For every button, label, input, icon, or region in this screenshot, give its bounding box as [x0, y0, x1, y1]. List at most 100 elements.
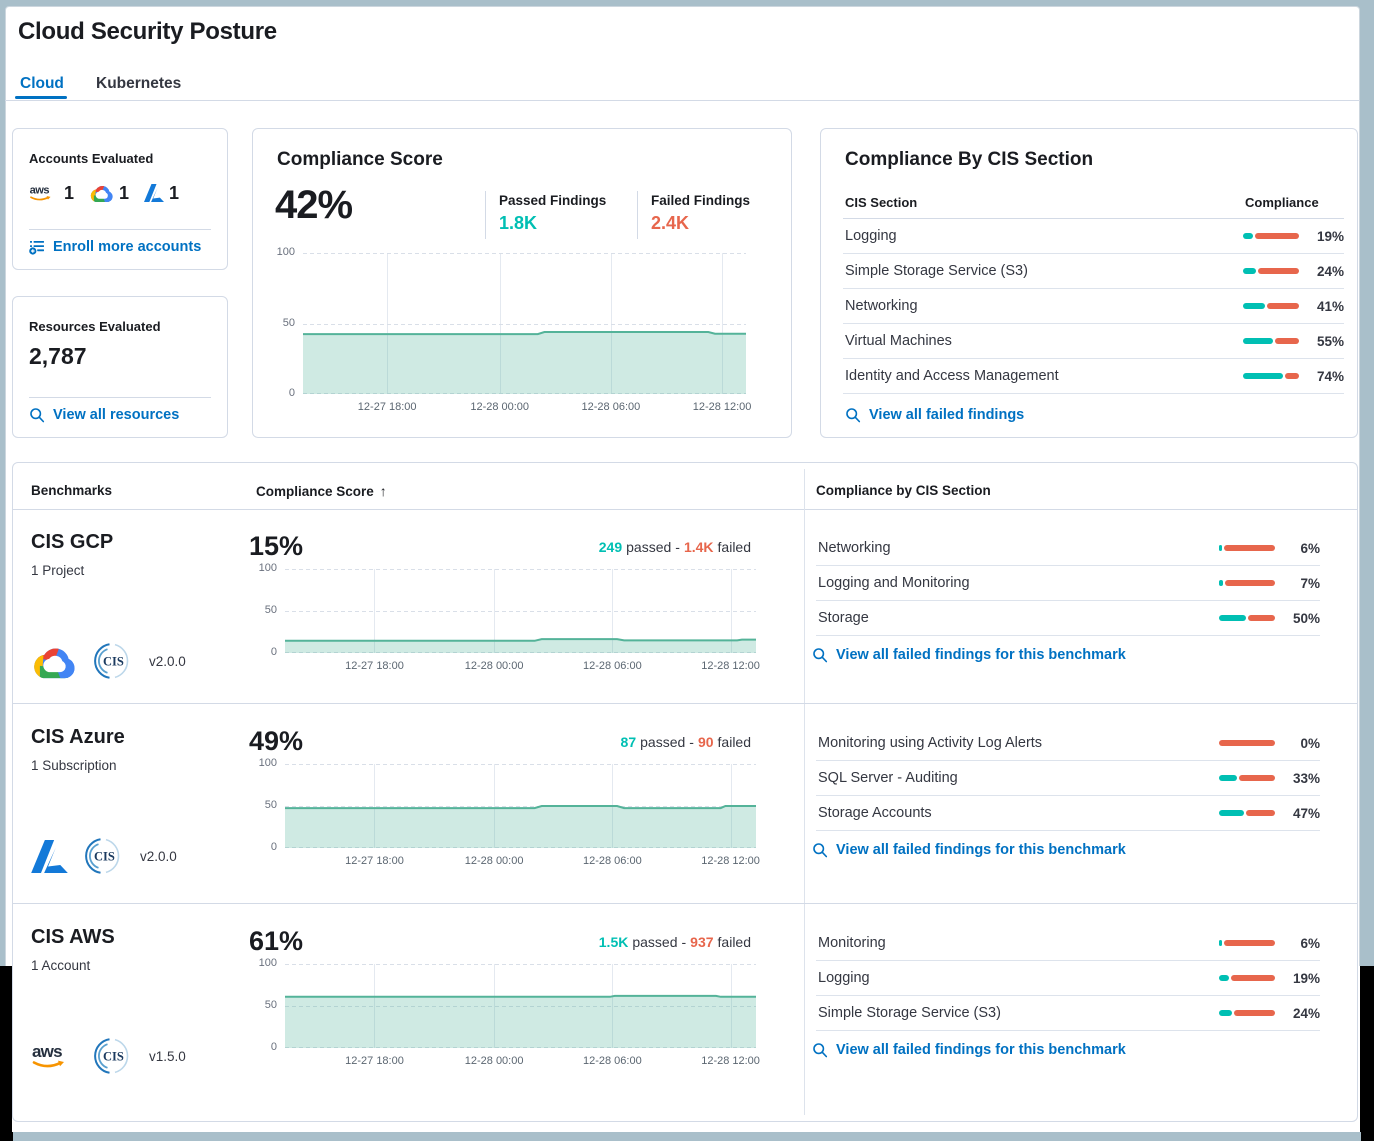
table-row: Monitoring 6% — [816, 926, 1320, 961]
aws-account-count: 1 — [29, 183, 74, 204]
window-frame-bottom — [13, 1132, 1361, 1141]
tab-kubernetes[interactable]: Kubernetes — [96, 75, 182, 92]
failed-findings-value: 2.4K — [651, 213, 690, 233]
compliance-bar — [1219, 545, 1275, 551]
benchmark-subtitle: 1 Subscription — [31, 758, 117, 773]
benchmark-version: v2.0.0 — [149, 653, 186, 669]
list-add-icon — [29, 239, 45, 255]
view-all-failed-findings-link[interactable]: View all failed findings — [845, 407, 1024, 423]
compliance-bar — [1219, 615, 1275, 621]
compliance-score-column-header[interactable]: Compliance Score ↑ — [256, 483, 387, 499]
benchmark-cis-sections: Networking 6% Logging and Monitoring 7% … — [816, 531, 1320, 636]
table-row: Networking 6% — [816, 531, 1320, 566]
compliance-bar — [1243, 303, 1299, 309]
compliance-score-value: 42% — [275, 183, 353, 227]
benchmark-cis-sections: Monitoring using Activity Log Alerts 0% … — [816, 726, 1320, 831]
cloud-security-posture-page: Cloud Security Posture Cloud Kubernetes … — [5, 6, 1360, 1132]
table-row: Storage Accounts 47% — [816, 796, 1320, 831]
compliance-bar — [1243, 338, 1299, 344]
compliance-by-cis-section-card: Compliance By CIS Section CIS Section Co… — [820, 128, 1358, 438]
cis-section-card-title: Compliance By CIS Section — [845, 149, 1094, 170]
page-title: Cloud Security Posture — [18, 18, 277, 45]
accounts-evaluated-card: Accounts Evaluated 1 1 1 Enroll more acc… — [12, 128, 228, 270]
table-row: SQL Server - Auditing 33% — [816, 761, 1320, 796]
accounts-provider-counts: 1 1 1 — [29, 179, 179, 207]
benchmark-logos: v2.0.0 — [31, 641, 186, 681]
table-row: Networking 41% — [843, 289, 1344, 324]
benchmark-logos: v2.0.0 — [31, 836, 177, 876]
passed-failed-summary: 87 passed -90 failed — [620, 734, 751, 750]
divider — [13, 509, 1357, 510]
passed-failed-summary: 1.5K passed -937 failed — [598, 934, 751, 950]
compliance-bar — [1219, 740, 1275, 746]
column-divider — [804, 469, 805, 1115]
tabs-divider — [5, 100, 1360, 101]
table-row: Storage 50% — [816, 601, 1320, 636]
failed-findings-stat: Failed Findings 2.4K — [651, 193, 791, 234]
view-failed-findings-benchmark-link[interactable]: View all failed findings for this benchm… — [812, 1042, 1126, 1058]
benchmarks-column-header: Benchmarks — [31, 483, 113, 498]
benchmark-logos: v1.5.0 — [31, 1036, 186, 1076]
azure-icon — [31, 840, 68, 873]
resources-evaluated-title: Resources Evaluated — [29, 319, 161, 334]
benchmark-name: CIS Azure — [31, 726, 125, 748]
gcp-account-count: 1 — [89, 183, 129, 204]
compliance-by-cis-section-column-header: Compliance by CIS Section — [816, 483, 991, 498]
cis-section-table: Logging 19% Simple Storage Service (S3) … — [843, 218, 1344, 394]
divider — [29, 397, 211, 398]
view-failed-findings-benchmark-link[interactable]: View all failed findings for this benchm… — [812, 842, 1126, 858]
azure-icon — [144, 184, 164, 202]
benchmarks-panel: Benchmarks Compliance Score ↑ Compliance… — [12, 462, 1358, 1122]
benchmark-version: v1.5.0 — [149, 1048, 186, 1064]
passed-findings-value: 1.8K — [499, 213, 538, 233]
benchmark-version: v2.0.0 — [140, 848, 177, 864]
magnifier-icon — [812, 842, 828, 858]
aws-icon — [31, 1041, 77, 1071]
divider — [485, 191, 486, 239]
passed-failed-summary: 249 passed -1.4K failed — [598, 539, 751, 555]
enroll-more-accounts-link[interactable]: Enroll more accounts — [29, 239, 201, 255]
aws-icon — [29, 183, 59, 203]
magnifier-icon — [29, 407, 45, 423]
resources-evaluated-card: Resources Evaluated 2,787 View all resou… — [12, 296, 228, 438]
table-row: Simple Storage Service (S3) 24% — [816, 996, 1320, 1031]
compliance-score-title: Compliance Score — [277, 149, 443, 170]
accounts-evaluated-title: Accounts Evaluated — [29, 151, 154, 166]
view-all-resources-link[interactable]: View all resources — [29, 407, 179, 423]
cis-azure-trend-chart: 0 50 100 12-27 18:00 12-28 00:00 12-28 06:00 1… — [258, 757, 760, 867]
magnifier-icon — [812, 1042, 828, 1058]
benchmark-subtitle: 1 Project — [31, 563, 85, 578]
compliance-bar — [1219, 1010, 1275, 1016]
compliance-bar — [1219, 580, 1275, 586]
compliance-bar — [1243, 233, 1299, 239]
cis-logo-icon — [91, 1036, 131, 1076]
benchmark-row-cis-azure: CIS Azure 1 Subscription v2.0.0 49% 87 pa… — [13, 703, 1357, 903]
sort-ascending-icon: ↑ — [379, 483, 387, 499]
table-row: Identity and Access Management 74% — [843, 359, 1344, 394]
benchmark-score: 15% — [249, 531, 304, 561]
benchmark-score: 49% — [249, 726, 304, 756]
passed-findings-stat: Passed Findings 1.8K — [499, 193, 639, 234]
compliance-score-trend-chart: 0 50 100 12-27 18:00 12-28 00:00 12-28 06:00 1… — [276, 246, 752, 413]
tab-cloud[interactable]: Cloud — [20, 75, 64, 92]
resources-count: 2,787 — [29, 343, 87, 369]
gcp-icon — [31, 643, 77, 680]
cis-gcp-trend-chart: 0 50 100 12-27 18:00 12-28 00:00 12-28 06:00 1… — [258, 562, 760, 672]
table-row: Logging and Monitoring 7% — [816, 566, 1320, 601]
view-failed-findings-benchmark-link[interactable]: View all failed findings for this benchm… — [812, 647, 1126, 663]
cis-logo-icon — [82, 836, 122, 876]
benchmark-name: CIS GCP — [31, 531, 114, 553]
compliance-score-card: Compliance Score 42% Passed Findings 1.8… — [252, 128, 792, 438]
azure-account-count: 1 — [144, 183, 179, 204]
table-row: Monitoring using Activity Log Alerts 0% — [816, 726, 1320, 761]
cis-logo-icon — [91, 641, 131, 681]
compliance-bar — [1243, 373, 1299, 379]
compliance-bar — [1219, 940, 1275, 946]
magnifier-icon — [812, 647, 828, 663]
table-row: Virtual Machines 55% — [843, 324, 1344, 359]
compliance-column-header: Compliance — [1245, 195, 1319, 210]
benchmark-subtitle: 1 Account — [31, 958, 91, 973]
compliance-bar — [1219, 975, 1275, 981]
compliance-bar — [1243, 268, 1299, 274]
divider — [637, 191, 638, 239]
